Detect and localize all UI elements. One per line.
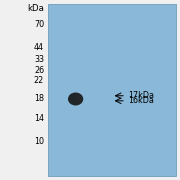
FancyBboxPatch shape (48, 4, 176, 176)
Text: 17kDa: 17kDa (128, 91, 154, 100)
Text: 33: 33 (34, 55, 44, 64)
Text: 44: 44 (34, 43, 44, 52)
Text: 14: 14 (34, 114, 44, 123)
Text: 16kDa: 16kDa (128, 96, 154, 105)
Text: 10: 10 (34, 137, 44, 146)
Text: 26: 26 (34, 66, 44, 75)
Text: 18: 18 (34, 94, 44, 103)
Text: kDa: kDa (27, 4, 44, 13)
Ellipse shape (76, 94, 82, 102)
Text: 70: 70 (34, 20, 44, 29)
Ellipse shape (68, 93, 83, 105)
Text: 22: 22 (34, 76, 44, 86)
FancyBboxPatch shape (0, 0, 48, 180)
